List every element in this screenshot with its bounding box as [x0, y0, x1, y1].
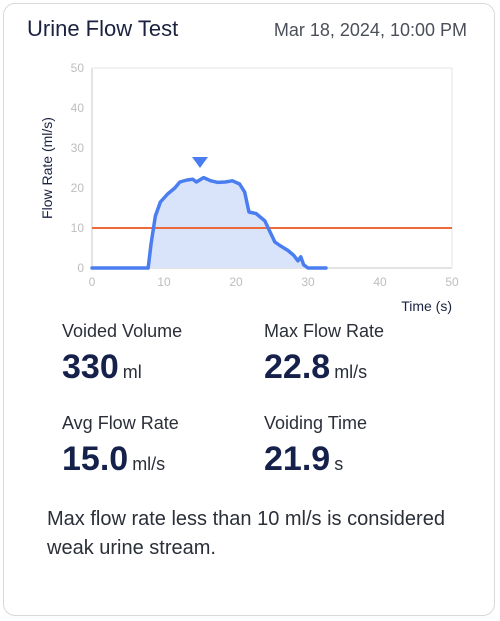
test-date: Mar 18, 2024, 10:00 PM	[273, 20, 467, 40]
stat-label: Voided Volume	[62, 321, 183, 341]
stat-value: 22.8	[264, 348, 331, 386]
stat-value: 15.0	[62, 440, 129, 478]
y-tick-label: 20	[71, 181, 85, 195]
stat-unit: ml	[122, 362, 142, 382]
stat-label: Max Flow Rate	[264, 321, 385, 341]
x-tick-label: 0	[89, 275, 96, 289]
flow-rate-chart: 0 10 20 30 40 50 0 10 20 30 40 50 Flow Rate (ml/s) Ti…	[39, 61, 459, 314]
stat-unit: ml/s	[132, 454, 166, 474]
x-tick-label: 40	[373, 275, 387, 289]
stat-voided-volume: Voided Volume 330 ml	[62, 321, 182, 387]
y-tick-label: 10	[71, 221, 85, 235]
x-tick-label: 30	[301, 275, 315, 289]
x-tick-label: 20	[229, 275, 243, 289]
y-tick-label: 40	[71, 101, 85, 115]
stat-value: 21.9	[264, 440, 331, 478]
stat-label: Avg Flow Rate	[62, 413, 179, 433]
x-axis-label: Time (s)	[401, 298, 452, 314]
flow-rate-line	[90, 175, 328, 270]
stat-max-flow-rate: Max Flow Rate 22.8 ml/s	[264, 321, 384, 387]
peak-marker-icon	[192, 157, 208, 168]
urine-flow-card: Urine Flow Test Mar 18, 2024, 10:00 PM	[3, 3, 495, 616]
x-tick-label: 10	[157, 275, 171, 289]
y-tick-label: 0	[77, 261, 84, 275]
weak-stream-note: Max flow rate less than 10 ml/s is consi…	[47, 508, 445, 559]
stat-avg-flow-rate: Avg Flow Rate 15.0 ml/s	[62, 413, 179, 479]
stat-voiding-time: Voiding Time 21.9 s	[264, 413, 367, 479]
stat-label: Voiding Time	[264, 413, 368, 433]
stat-value: 330	[62, 348, 119, 386]
stat-unit: s	[334, 454, 344, 474]
y-tick-label: 50	[71, 61, 85, 75]
y-tick-label: 30	[71, 141, 85, 155]
stat-unit: ml/s	[334, 362, 368, 382]
test-title: Urine Flow Test	[27, 16, 179, 41]
y-axis-label: Flow Rate (ml/s)	[39, 117, 55, 219]
x-tick-label: 50	[445, 275, 459, 289]
flow-area-fill	[92, 177, 326, 268]
